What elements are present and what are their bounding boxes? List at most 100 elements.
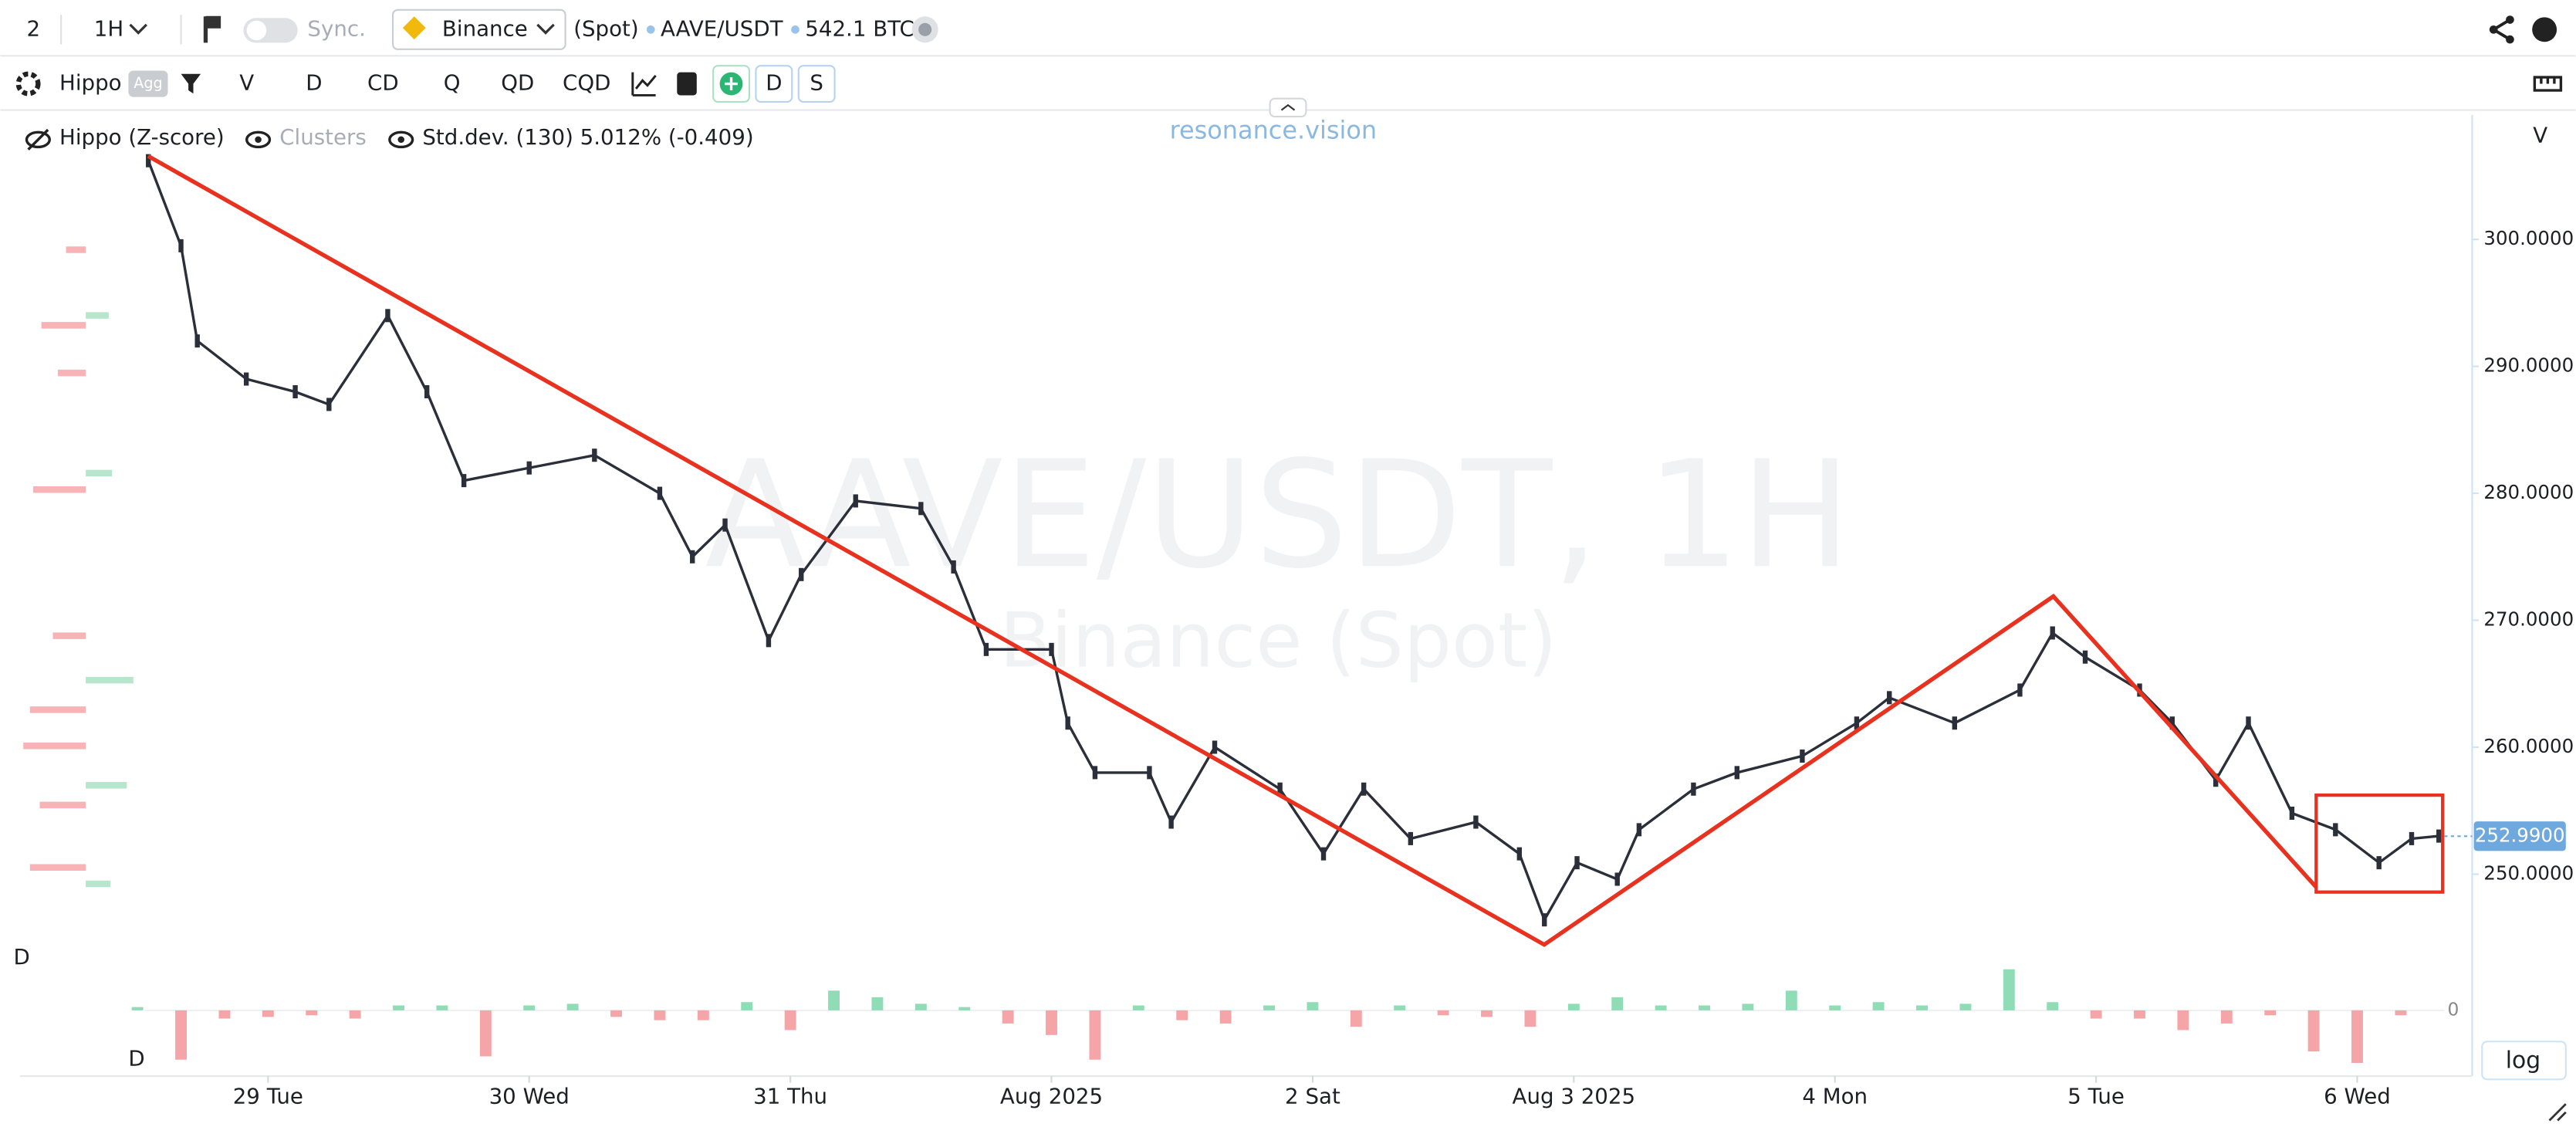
price-bar <box>1952 716 1958 730</box>
price-bar <box>385 309 390 323</box>
share-node <box>2506 15 2514 24</box>
log-button[interactable] <box>2481 1041 2567 1081</box>
delta-bar <box>1176 1010 1188 1020</box>
price-bar <box>592 448 597 462</box>
y-tick-label: 300.0000 <box>2483 227 2574 249</box>
price-bar <box>146 154 151 168</box>
toggle-box[interactable] <box>755 65 793 103</box>
indicator-button[interactable]: QD <box>501 70 534 96</box>
price-bar <box>1277 782 1283 796</box>
eye-icon[interactable] <box>388 130 414 149</box>
delta-bar <box>1219 1010 1232 1024</box>
delta-bar <box>1611 997 1624 1010</box>
delta-bar <box>914 1003 927 1010</box>
indicator[interactable]: Hippo <box>59 70 122 96</box>
x-tick-label: 5 Tue <box>2067 1084 2125 1109</box>
market: (Spot) <box>573 15 638 41</box>
profile-label: D <box>13 944 29 970</box>
interval[interactable]: 1H <box>94 15 123 41</box>
delta-bar <box>1872 1002 1885 1010</box>
price-bar <box>526 461 532 475</box>
price-bar <box>766 634 772 648</box>
indicator-button[interactable]: D <box>306 70 322 96</box>
profile-bar <box>32 486 86 493</box>
profile-bar <box>23 742 86 750</box>
indicator-button[interactable]: CD <box>367 70 399 96</box>
layout-count[interactable]: 2 <box>26 15 40 41</box>
price-bar <box>1049 642 1054 656</box>
exchange-select[interactable] <box>392 8 566 50</box>
toggle-label: D <box>766 70 782 96</box>
indicator-button[interactable]: V <box>239 70 254 96</box>
price-bar <box>1800 749 1805 763</box>
price-bar <box>292 384 298 399</box>
price-bar <box>424 384 430 399</box>
doc-icon[interactable] <box>677 72 697 96</box>
price-bar <box>722 518 728 532</box>
price-bar <box>2289 806 2295 821</box>
collapse-button[interactable] <box>1269 97 1307 118</box>
price-bar <box>243 372 249 386</box>
delta-bar <box>1394 1005 1406 1010</box>
delta-bar <box>2307 1010 2320 1052</box>
price-bar <box>951 560 956 574</box>
toggle-box[interactable] <box>797 65 836 103</box>
hidden-icon[interactable] <box>25 130 51 149</box>
settings-icon[interactable] <box>15 71 41 96</box>
delta-bar <box>1916 1005 1928 1010</box>
price-bar <box>194 334 200 348</box>
trend-line[interactable] <box>147 154 2318 947</box>
delta-bar <box>784 1010 796 1031</box>
toggle-label: S <box>810 70 823 96</box>
indicator-button[interactable]: Q <box>444 70 461 96</box>
pair[interactable]: AAVE/USDT <box>661 15 783 41</box>
delta-bar <box>1002 1010 1014 1024</box>
price-bar <box>1065 716 1070 730</box>
profile-bar <box>86 782 127 789</box>
delta-bar <box>262 1010 274 1017</box>
delta-bar <box>436 1005 448 1010</box>
delta-bar <box>2264 1010 2277 1016</box>
price-bar <box>853 494 858 508</box>
profile-bar <box>41 322 86 329</box>
delta-bar <box>1089 1010 1101 1060</box>
delta-bar <box>2177 1010 2189 1031</box>
status-dot <box>918 22 932 36</box>
delta-bar <box>871 997 884 1010</box>
eye-icon[interactable] <box>245 130 272 149</box>
log-label: log <box>2506 1047 2541 1074</box>
price-bar <box>2050 626 2055 640</box>
price-bar <box>2436 829 2442 843</box>
ruler-icon[interactable] <box>2533 76 2563 92</box>
delta-bar <box>697 1010 709 1020</box>
delta-bar <box>1046 1010 1057 1035</box>
top-toolbar: 2 1H Sync. Binance (Spot) AAVE/USDT 542.… <box>0 8 2576 57</box>
caret <box>1280 103 1296 111</box>
price-bar <box>2333 823 2338 837</box>
delta-bar <box>175 1010 187 1060</box>
indicator-buttons: V D CD Q QD CQD <box>239 70 610 96</box>
profile-bar <box>52 632 86 639</box>
price-bar <box>1092 766 1098 780</box>
indicator-button[interactable]: CQD <box>563 70 610 96</box>
candle-icon[interactable] <box>203 15 221 43</box>
delta-bar <box>349 1010 361 1019</box>
agg-badge[interactable] <box>128 70 168 97</box>
filter-icon[interactable] <box>181 73 201 94</box>
price-bar <box>1734 766 1740 780</box>
highlight-box[interactable] <box>2314 793 2445 894</box>
dot <box>791 25 800 34</box>
chart-icon[interactable] <box>631 72 657 96</box>
delta-bar <box>2220 1010 2233 1024</box>
legend-stddev: Std.dev. (130) 5.012% (-0.409) <box>422 124 753 150</box>
profile-bar <box>66 246 86 253</box>
delta-bar <box>1437 1010 1449 1016</box>
help-icon[interactable] <box>2532 17 2557 42</box>
delta-bar <box>1481 1010 1493 1017</box>
resize-handle[interactable] <box>2548 1103 2567 1122</box>
delta-bar <box>566 1003 579 1010</box>
price-bar <box>1408 831 1414 845</box>
price-bar <box>1473 815 1479 829</box>
